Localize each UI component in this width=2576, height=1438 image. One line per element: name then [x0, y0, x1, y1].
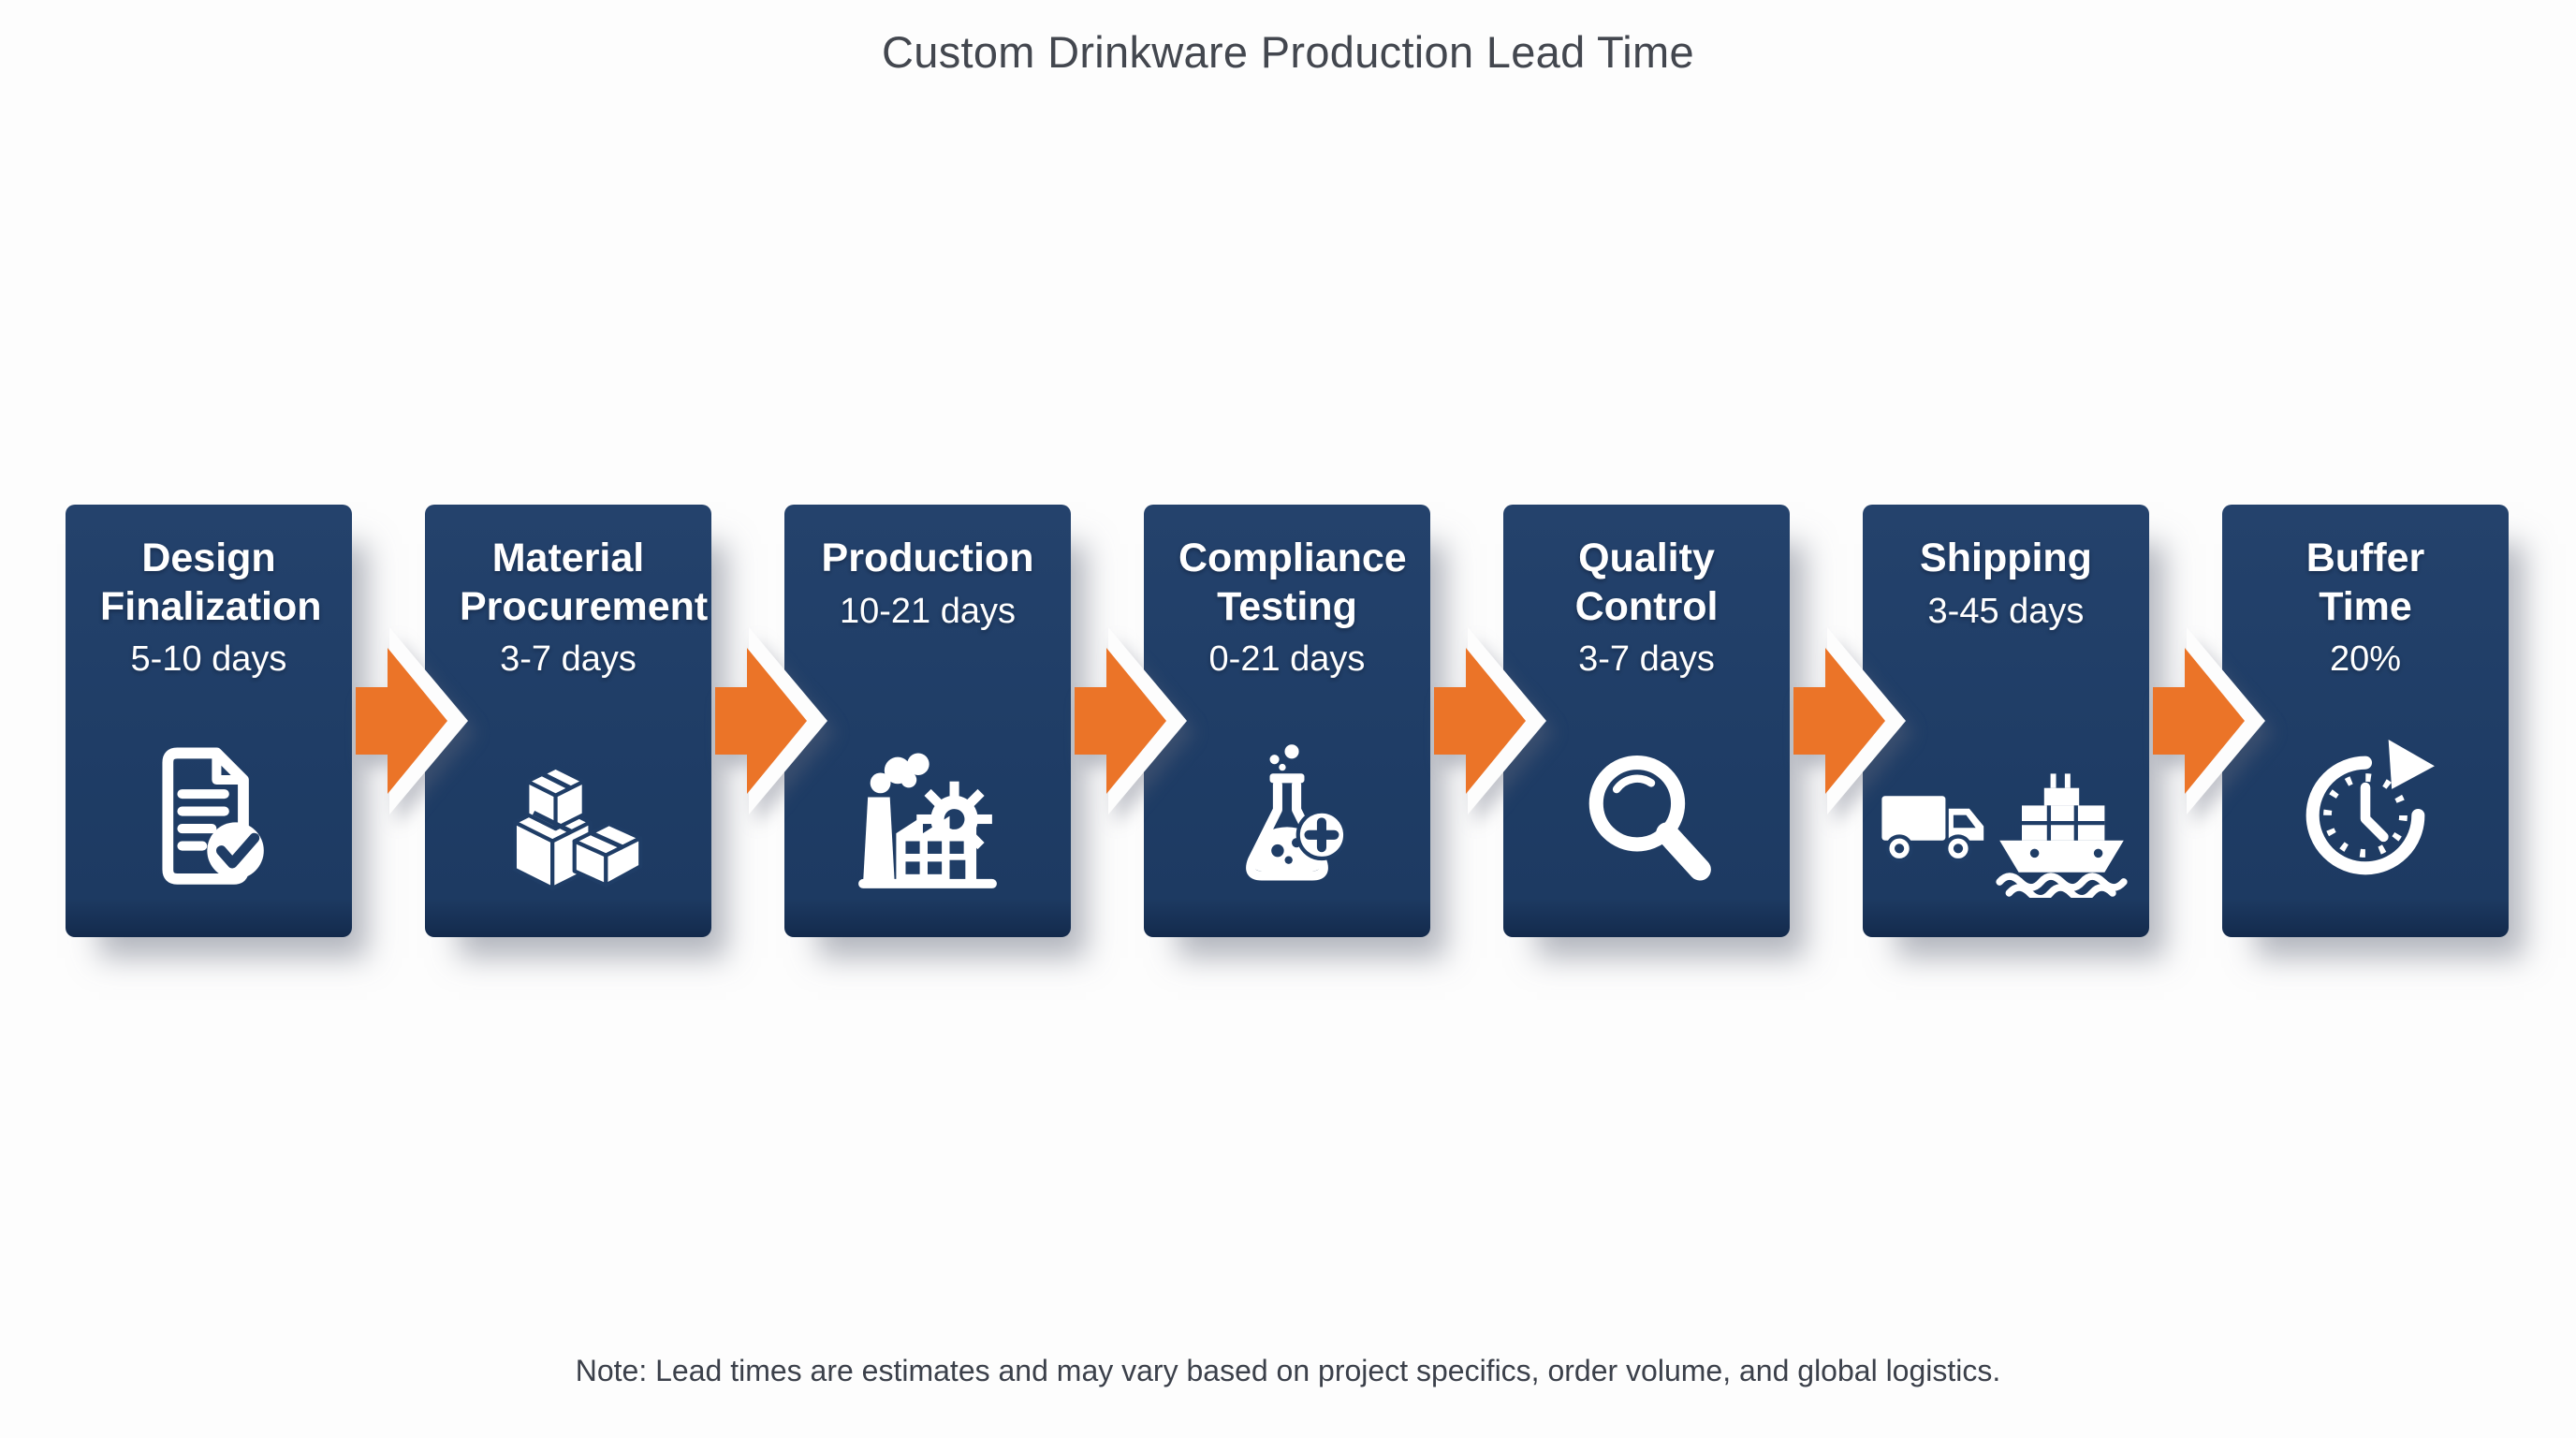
stage-title: Design Finalization	[100, 536, 322, 629]
document-check-icon	[66, 741, 352, 898]
stage-duration: 3-7 days	[500, 639, 637, 680]
stage-duration: 5-10 days	[130, 639, 287, 680]
stage-card: Production 10-21 days	[784, 505, 1071, 937]
flow-arrow-icon	[1793, 627, 1906, 814]
flow-arrow-icon	[715, 627, 827, 814]
stage-card: Design Finalization 5-10 days	[66, 505, 352, 937]
packages-icon	[425, 741, 711, 898]
stage-card: Compliance Testing 0-21 days	[1144, 505, 1430, 937]
clock-arrow-icon	[2222, 733, 2509, 898]
flask-plus-icon	[1144, 741, 1430, 898]
flow-arrow-icon	[1434, 627, 1546, 814]
stage-card: Shipping 3-45 days	[1863, 505, 2149, 937]
flow-arrow-icon	[1075, 627, 1187, 814]
stage-title: Material Procurement	[460, 536, 709, 629]
page-title: Custom Drinkware Production Lead Time	[882, 27, 1694, 77]
stage-title: Compliance Testing	[1178, 536, 1407, 629]
stage-card: Quality Control 3-7 days	[1503, 505, 1790, 937]
stage-duration: 20%	[2329, 639, 2402, 680]
truck-ship-icon	[1863, 755, 2149, 898]
stage-title: Buffer Time	[2305, 536, 2425, 629]
stage-duration: 3-45 days	[1927, 591, 2085, 631]
flow-arrow-icon	[356, 627, 468, 814]
stage-card: Material Procurement 3-7 days	[425, 505, 711, 937]
flow-arrow-icon	[2153, 627, 2265, 814]
stage-duration: 3-7 days	[1578, 639, 1715, 680]
stage-title: Production	[821, 536, 1034, 580]
stage-title: Shipping	[1920, 536, 2092, 580]
stage-card: Buffer Time 20%	[2222, 505, 2509, 937]
note-text: Note: Lead times are estimates and may v…	[575, 1354, 2001, 1387]
stage-duration: 0-21 days	[1208, 639, 1366, 680]
stage-duration: 10-21 days	[839, 591, 1016, 631]
magnifier-icon	[1503, 741, 1790, 898]
stage-title: Quality Control	[1574, 536, 1719, 629]
factory-icon	[784, 741, 1071, 898]
